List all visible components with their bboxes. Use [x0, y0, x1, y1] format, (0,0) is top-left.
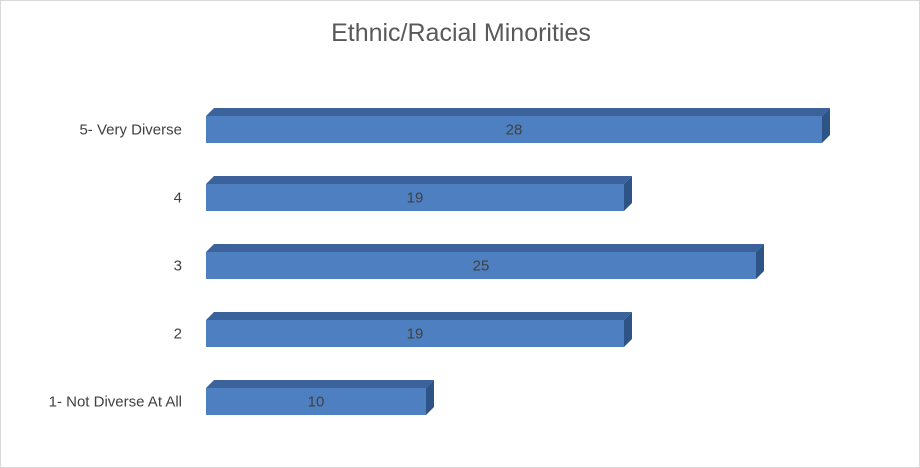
- data-label: 19: [407, 190, 424, 207]
- category-label: 1- Not Diverse At All: [49, 394, 182, 411]
- bar-4: [206, 312, 632, 347]
- bar-side-face: [426, 380, 434, 415]
- bar-side-face: [624, 312, 632, 347]
- bar-2: [206, 176, 632, 211]
- data-label: 25: [473, 258, 490, 275]
- category-label: 2: [174, 326, 182, 343]
- bar-front-face: [206, 184, 624, 211]
- bar-top-face: [206, 176, 632, 184]
- data-label: 19: [407, 326, 424, 343]
- bar-5: [206, 380, 434, 415]
- category-label: 4: [174, 190, 182, 207]
- bar-side-face: [624, 176, 632, 211]
- bar-side-face: [822, 108, 830, 143]
- bar-front-face: [206, 320, 624, 347]
- bar-top-face: [206, 312, 632, 320]
- data-label: 28: [506, 122, 523, 139]
- bar-front-face: [206, 388, 426, 415]
- bar-top-face: [206, 108, 830, 116]
- bar-side-face: [756, 244, 764, 279]
- category-label: 5- Very Diverse: [79, 122, 182, 139]
- data-label: 10: [308, 394, 325, 411]
- bar-front-face: [206, 252, 756, 279]
- bar-top-face: [206, 244, 764, 252]
- bar-front-face: [206, 116, 822, 143]
- bar-1: [206, 108, 830, 143]
- category-label: 3: [174, 258, 182, 275]
- chart-title: Ethnic/Racial Minorities: [331, 19, 591, 47]
- bar-top-face: [206, 380, 434, 388]
- bar-3: [206, 244, 764, 279]
